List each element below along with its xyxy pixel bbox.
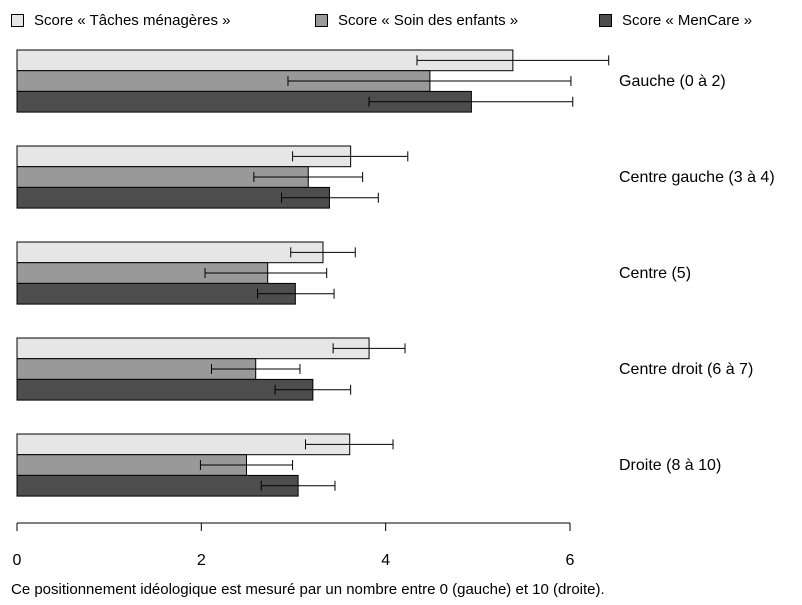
bar-3-2 <box>16 378 314 401</box>
bar-chart: Gauche (0 à 2) Centre gauche (3 à 4) Centr… <box>13 49 775 569</box>
category-label-2: Centre (5) <box>619 265 691 282</box>
chart-caption: Ce positionnement idéologique est mesuré… <box>11 581 605 598</box>
bar-4-2 <box>16 474 299 497</box>
bar-4-0 <box>16 433 351 456</box>
legend-item-taches: Score « Tâches ménagères » <box>11 12 231 29</box>
bar-3-0 <box>16 337 370 360</box>
category-label-1: Centre gauche (3 à 4) <box>619 169 775 186</box>
x-tick-label-0: 0 <box>13 552 22 569</box>
x-tick-label-3: 6 <box>566 552 575 569</box>
legend-item-soin: Score « Soin des enfants » <box>315 12 518 29</box>
legend: Score « Tâches ménagères » Score « Soin … <box>0 9 802 31</box>
legend-label-taches: Score « Tâches ménagères » <box>34 11 231 29</box>
legend-label-soin: Score « Soin des enfants » <box>338 11 519 29</box>
bar-2-2 <box>16 282 296 305</box>
x-tick-label-2: 4 <box>381 552 390 569</box>
legend-swatch-taches <box>11 13 24 27</box>
legend-item-mencare: Score « MenCare » <box>599 12 752 29</box>
category-label-0: Gauche (0 à 2) <box>619 73 726 90</box>
category-label-3: Centre droit (6 à 7) <box>619 361 753 378</box>
category-label-4: Droite (8 à 10) <box>619 457 721 474</box>
bar-2-0 <box>16 241 324 264</box>
legend-swatch-soin <box>315 13 328 27</box>
legend-label-mencare: Score « MenCare » <box>622 11 753 29</box>
legend-swatch-mencare <box>599 13 612 27</box>
x-tick-label-1: 2 <box>197 552 206 569</box>
